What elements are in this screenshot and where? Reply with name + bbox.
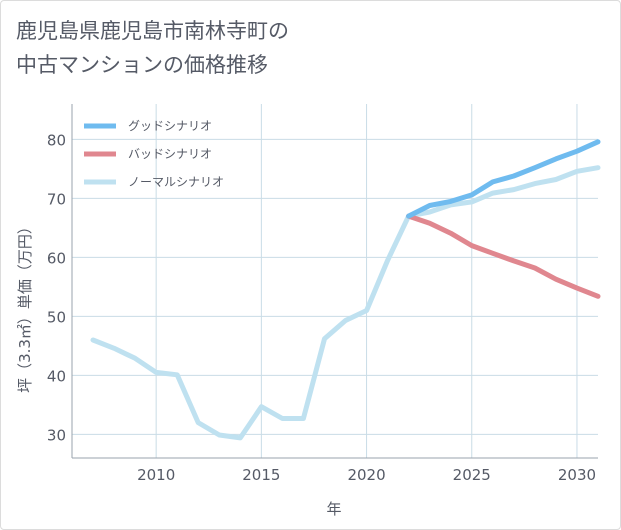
- chart-title: 鹿児島県鹿児島市南林寺町の 中古マンションの価格推移: [16, 14, 289, 82]
- x-tick-label-2015: 2015: [242, 466, 280, 484]
- chart-title-line-2: 中古マンションの価格推移: [16, 53, 268, 77]
- x-tick-label-2025: 2025: [453, 466, 491, 484]
- series-line-2: [90, 165, 601, 441]
- x-tick-label-2010: 2010: [137, 466, 175, 484]
- y-tick-label-50: 50: [47, 308, 66, 326]
- x-axis-label: 年: [326, 500, 341, 518]
- legend-label-2: ノーマルシナリオ: [128, 175, 224, 189]
- chart-title-line-1: 鹿児島県鹿児島市南林寺町の: [16, 19, 289, 43]
- y-axis-label: 坪（3.3㎡）単価（万円）: [16, 219, 34, 393]
- y-tick-label-40: 40: [47, 367, 66, 385]
- tick-labels: 2010 2015 2020 2025 2030 30 40 50 60 70 80: [47, 131, 596, 484]
- series-lines: [90, 139, 601, 441]
- y-tick-label-70: 70: [47, 190, 66, 208]
- y-tick-label-80: 80: [47, 131, 66, 149]
- series-line-0: [406, 139, 601, 219]
- y-tick-label-30: 30: [47, 426, 66, 444]
- axes: [71, 104, 598, 459]
- x-tick-label-2020: 2020: [347, 466, 385, 484]
- legend-label-0: グッドシナリオ: [128, 119, 212, 133]
- x-tick-label-2030: 2030: [558, 466, 596, 484]
- series-line-1: [406, 213, 601, 299]
- grid-lines: [72, 104, 598, 458]
- y-tick-label-60: 60: [47, 249, 66, 267]
- legend-label-1: バッドシナリオ: [128, 147, 212, 161]
